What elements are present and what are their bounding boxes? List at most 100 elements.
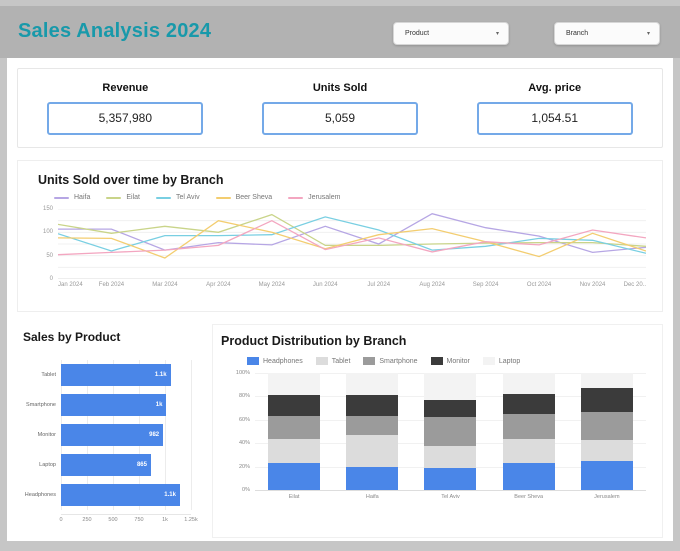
stacked-chart-plot: 100% 80% 60% 40% 20% 0%	[236, 370, 646, 493]
line-y-tick: 100	[42, 229, 53, 236]
stack-y-tick: 40%	[238, 440, 250, 447]
stack-column-tel-aviv	[424, 373, 477, 490]
chevron-down-icon: ▾	[646, 31, 650, 37]
kpi-avg-price: Avg. price 1,054.51	[447, 69, 662, 147]
line-x-tick: Feb 2024	[98, 282, 125, 288]
bar-value-label: 982	[149, 432, 160, 438]
segment-laptop-haifa[interactable]	[346, 373, 399, 396]
stack-column-jerusalem	[580, 373, 633, 490]
legend-swatch-icon	[215, 196, 231, 199]
line-chart-x-axis: Jan 2024 Feb 2024 Mar 2024 Apr 2024 May 2024…	[58, 282, 646, 292]
bar-chart-title: Sales by Product	[23, 330, 121, 344]
bar-smartphone[interactable]: 1k	[61, 394, 167, 416]
bar-category-label: Smartphone	[26, 402, 56, 408]
legend-item-jerusalem[interactable]: Jerusalem	[288, 194, 340, 201]
bar-value-label: 1.1k	[164, 492, 176, 498]
bar-headphones[interactable]: 1.1k	[61, 484, 180, 506]
stacked-chart-x-axis: Eilat Haifa Tel Aviv Beer Sheva Jerusalem	[255, 494, 646, 500]
segment-monitor-jerusalem[interactable]	[580, 388, 633, 412]
legend-swatch-icon	[288, 196, 304, 199]
legend-item-laptop[interactable]: Laptop	[482, 357, 520, 365]
segment-monitor-haifa[interactable]	[346, 395, 399, 417]
legend-item-headphones[interactable]: Headphones	[247, 357, 303, 365]
stack-y-tick: 60%	[238, 416, 250, 423]
bar-value-label: 1.1k	[154, 372, 167, 378]
legend-swatch-icon	[106, 196, 122, 199]
bar-x-tick: 250	[82, 517, 92, 523]
branch-filter-dropdown[interactable]: Branch ▾	[554, 22, 660, 45]
segment-headphones-tel-aviv[interactable]	[424, 467, 477, 490]
segment-headphones-jerusalem[interactable]	[580, 460, 633, 490]
bar-monitor[interactable]: 982	[61, 424, 164, 446]
legend-item-beer-sheva[interactable]: Beer Sheva	[215, 194, 273, 201]
kpi-revenue-label: Revenue	[102, 81, 149, 94]
bar-x-tick: 1k	[162, 517, 168, 523]
segment-tablet-tel-aviv[interactable]	[424, 445, 477, 468]
segment-headphones-beer-sheva[interactable]	[502, 463, 555, 490]
bar-x-tick: 1.25k	[184, 517, 198, 523]
legend-label: Beer Sheva	[235, 194, 273, 201]
stack-y-tick: 100%	[235, 370, 250, 376]
line-x-tick: Aug 2024	[419, 282, 446, 288]
bar-category-label: Headphones	[24, 492, 56, 498]
stack-y-tick: 20%	[238, 463, 250, 470]
stack-x-tick: Eilat	[288, 494, 300, 500]
segment-tablet-haifa[interactable]	[346, 435, 399, 467]
bar-row: Tablet 1.1k	[41, 360, 191, 390]
bar-gridline	[191, 360, 192, 510]
segment-monitor-eilat[interactable]	[268, 395, 321, 417]
legend-item-monitor[interactable]: Monitor	[430, 357, 470, 365]
segment-smartphone-tel-aviv[interactable]	[424, 417, 477, 446]
legend-item-smartphone[interactable]: Smartphone	[363, 357, 418, 365]
legend-item-haifa[interactable]: Haifa	[54, 194, 90, 201]
line-chart-canvas	[58, 209, 646, 279]
segment-laptop-beer-sheva[interactable]	[502, 373, 555, 395]
bar-row: Monitor 982	[38, 420, 191, 450]
line-x-tick: May 2024	[258, 282, 285, 288]
bar-laptop[interactable]: 865	[61, 454, 151, 476]
bar-row: Smartphone 1k	[26, 390, 191, 420]
legend-label: Smartphone	[379, 357, 418, 365]
segment-smartphone-jerusalem[interactable]	[580, 411, 633, 440]
kpi-units-sold-label: Units Sold	[312, 81, 368, 94]
line-x-tick: Sep 2024	[472, 282, 499, 288]
legend-swatch-icon	[430, 357, 443, 365]
segment-tablet-eilat[interactable]	[268, 438, 321, 464]
segment-smartphone-haifa[interactable]	[346, 416, 399, 436]
bar-tablet[interactable]: 1.1k	[61, 364, 171, 386]
segment-smartphone-eilat[interactable]	[268, 416, 321, 439]
line-x-tick: Jun 2024	[312, 282, 338, 288]
line-series-beer-sheva	[58, 220, 646, 259]
bar-x-tick: 0	[59, 517, 63, 523]
bar-chart-card: Sales by Product Tablet 1.1k Smartphone 1k M…	[15, 324, 207, 538]
segment-monitor-tel-aviv[interactable]	[424, 399, 477, 418]
stacked-chart-title: Product Distribution by Branch	[221, 334, 407, 348]
legend-item-tel-aviv[interactable]: Tel Aviv	[155, 194, 200, 201]
bar-x-tick: 500	[108, 517, 118, 523]
segment-laptop-jerusalem[interactable]	[580, 373, 633, 389]
segment-headphones-haifa[interactable]	[346, 466, 399, 490]
stack-y-tick: 0%	[242, 487, 250, 493]
segment-monitor-beer-sheva[interactable]	[502, 394, 555, 414]
legend-item-tablet[interactable]: Tablet	[315, 357, 350, 365]
product-filter-label: Product	[405, 30, 430, 37]
stack-x-tick: Haifa	[365, 494, 379, 500]
line-x-tick: Apr 2024	[206, 282, 231, 288]
product-filter-dropdown[interactable]: Product ▾	[393, 22, 509, 45]
legend-swatch-icon	[247, 357, 259, 365]
line-series-jerusalem	[58, 219, 646, 256]
segment-laptop-eilat[interactable]	[268, 373, 321, 396]
legend-swatch-icon	[363, 357, 376, 365]
bar-category-label: Monitor	[37, 432, 56, 438]
segment-tablet-beer-sheva[interactable]	[502, 438, 555, 464]
segment-headphones-eilat[interactable]	[268, 463, 321, 490]
bar-gridline	[165, 360, 166, 510]
segment-tablet-jerusalem[interactable]	[580, 439, 633, 461]
legend-item-eilat[interactable]: Eilat	[106, 194, 140, 201]
segment-smartphone-beer-sheva[interactable]	[502, 413, 555, 439]
kpi-revenue: Revenue 5,357,980	[18, 69, 233, 147]
page-title: Sales Analysis 2024	[18, 20, 212, 42]
segment-laptop-tel-aviv[interactable]	[424, 373, 477, 400]
bar-x-tick: 750	[134, 517, 144, 523]
